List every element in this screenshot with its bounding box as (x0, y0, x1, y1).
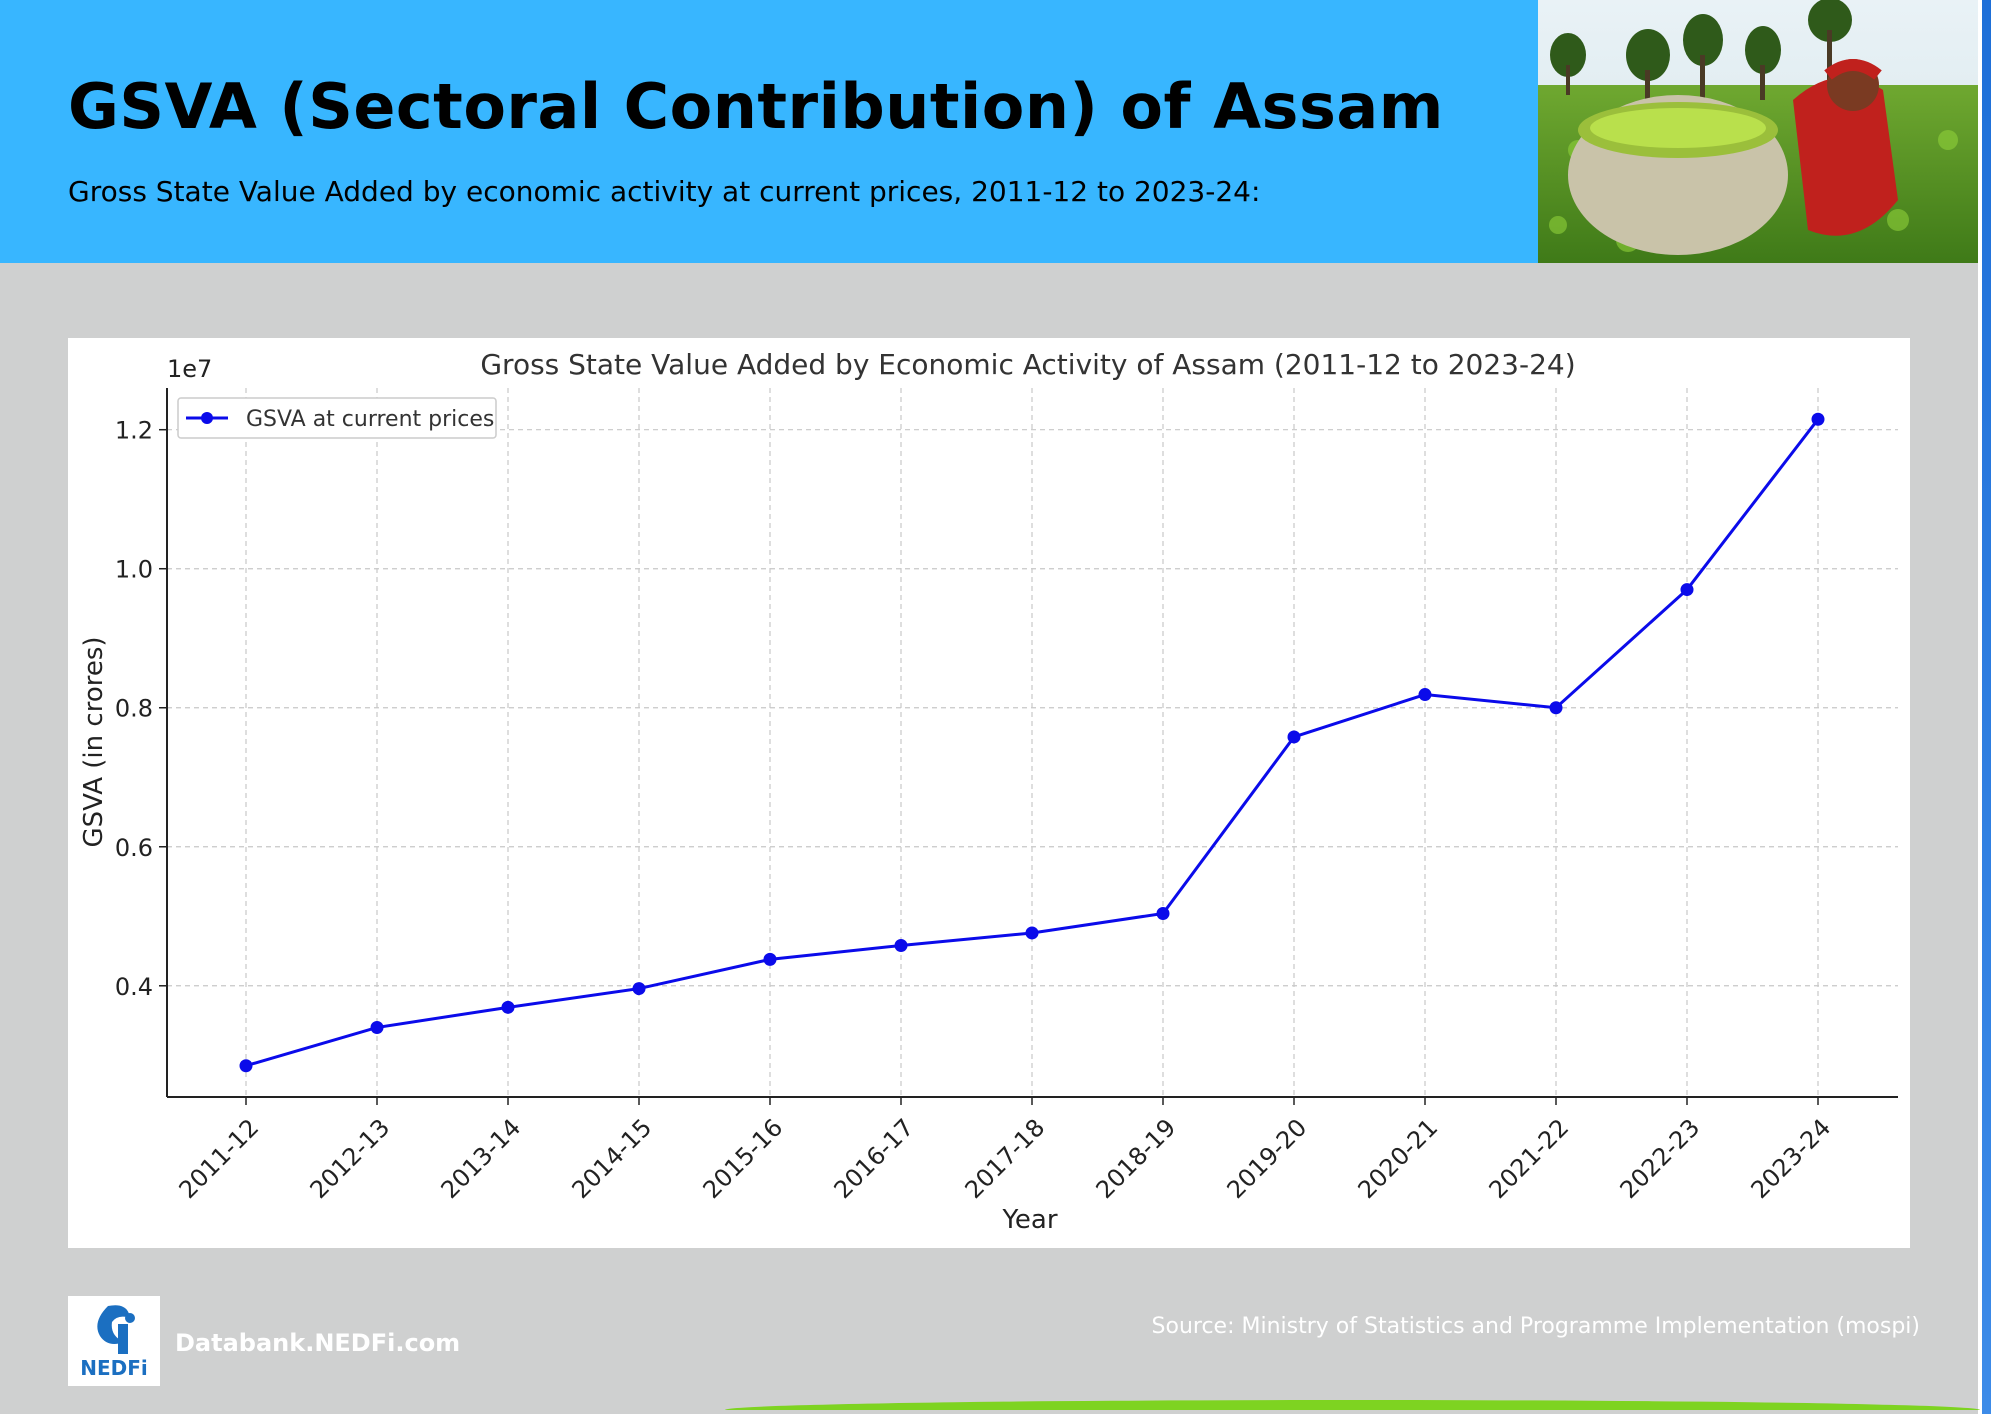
data-point (501, 1000, 515, 1014)
x-tick-label: 2023-24 (1746, 1113, 1837, 1204)
tea-plucker-photo (1538, 0, 1978, 263)
tea-plucker-photo-illustration (1538, 0, 1978, 263)
series-gsva (239, 412, 1825, 1073)
chart-card: Gross State Value Added by Economic Acti… (68, 338, 1910, 1248)
nedfi-logo-text: NEDFi (80, 1356, 148, 1380)
x-tick-label: 2022-23 (1615, 1113, 1706, 1204)
data-point (1680, 583, 1694, 597)
footer-green-accent-line (725, 1400, 1980, 1410)
y-tick-label: 1.0 (115, 556, 153, 584)
grid-lines (167, 388, 1898, 1097)
data-point (370, 1020, 384, 1034)
legend-label: GSVA at current prices (246, 407, 494, 432)
x-tick-label: 2019-20 (1222, 1113, 1313, 1204)
data-point (1811, 412, 1825, 426)
data-point (1418, 688, 1432, 702)
y-tick-label: 0.6 (115, 834, 153, 862)
data-point (1287, 730, 1301, 744)
x-tick-label: 2020-21 (1353, 1113, 1444, 1204)
right-edge-stripe (1978, 0, 2000, 1414)
x-tick-label: 2011-12 (174, 1113, 265, 1204)
x-tick-label: 2015-16 (698, 1113, 789, 1204)
nedfi-logo: NEDFi (68, 1296, 160, 1386)
data-point (1156, 906, 1170, 920)
data-point (239, 1059, 253, 1073)
data-point (894, 938, 908, 952)
page-title: GSVA (Sectoral Contribution) of Assam (68, 70, 1444, 143)
x-axis-label: Year (1001, 1205, 1057, 1235)
y-axis-offset-label: 1e7 (167, 355, 212, 383)
x-tick-label: 2017-18 (960, 1113, 1051, 1204)
x-tick-label: 2014-15 (567, 1113, 658, 1204)
page-subtitle: Gross State Value Added by economic acti… (68, 175, 1261, 208)
x-axis-ticks: 2011-12 2012-13 2013-14 2014-15 2015-16 2016-… (174, 1097, 1837, 1204)
y-axis-label: GSVA (in crores) (79, 636, 109, 847)
legend-marker-swatch (201, 412, 213, 424)
x-tick-label: 2012-13 (305, 1113, 396, 1204)
x-tick-label: 2013-14 (436, 1113, 527, 1204)
x-tick-label: 2021-22 (1484, 1113, 1575, 1204)
source-note: Source: Ministry of Statistics and Progr… (1151, 1314, 1920, 1339)
data-point (1549, 701, 1563, 715)
legend: GSVA at current prices (177, 397, 497, 439)
y-tick-label: 0.4 (115, 973, 153, 1001)
right-edge-blue-bar (1982, 0, 1991, 1414)
x-tick-label: 2018-19 (1091, 1113, 1182, 1204)
gsva-line-chart: Gross State Value Added by Economic Acti… (79, 348, 1898, 1235)
nedfi-logo-mark (97, 1305, 135, 1354)
site-link[interactable]: Databank.NEDFi.com (175, 1329, 461, 1357)
y-tick-label: 1.2 (115, 417, 153, 445)
data-point (632, 982, 646, 996)
y-tick-label: 0.8 (115, 695, 153, 723)
chart-title: Gross State Value Added by Economic Acti… (480, 348, 1575, 381)
x-tick-label: 2016-17 (829, 1113, 920, 1204)
y-axis-ticks: 0.4 0.6 0.8 1.0 1.2 (115, 417, 167, 1001)
data-point (763, 952, 777, 966)
data-point (1025, 926, 1039, 940)
legend-box (177, 397, 497, 439)
